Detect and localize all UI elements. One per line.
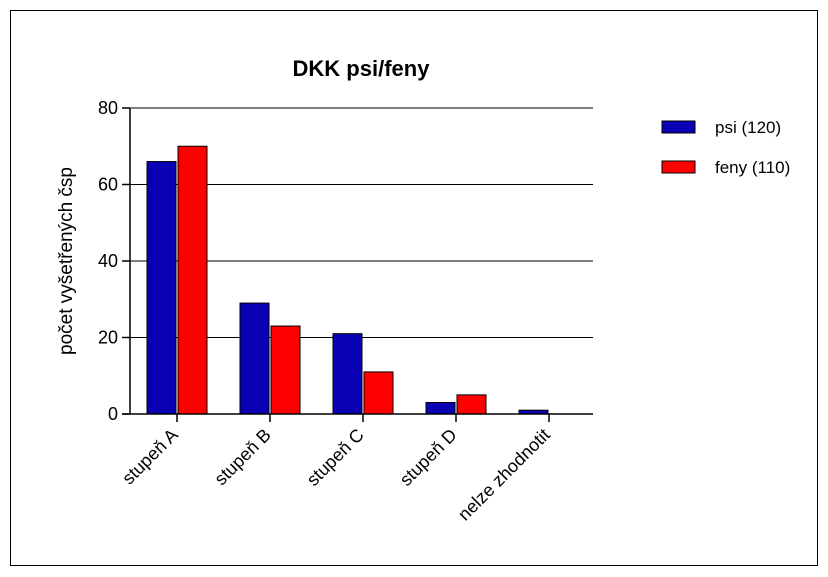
bar-psi-1: [239, 302, 270, 415]
y-tick-label: 80: [98, 98, 118, 118]
y-axis-label: počet vyšetřených čsp: [56, 167, 77, 355]
chart-frame: [10, 10, 818, 566]
y-tick-label: 40: [98, 251, 118, 271]
legend-label-psi: psi (120): [715, 118, 781, 137]
legend-swatch-feny: [661, 160, 696, 174]
y-tick-label: 20: [98, 328, 118, 348]
chart-title: DKK psi/feny: [293, 56, 431, 81]
legend-swatch-psi: [661, 120, 696, 134]
legend: psi (120) feny (110): [661, 118, 790, 177]
y-tick-label: 0: [108, 404, 118, 424]
x-tick-label: nelze zhodnotit: [454, 425, 554, 525]
x-tick-label: stupeň B: [210, 425, 274, 489]
bar-psi-3: [425, 402, 456, 415]
bar-feny-0: [177, 145, 208, 415]
bar-psi-2: [332, 333, 363, 415]
bar-feny-1: [270, 325, 301, 415]
bar-feny-2: [363, 371, 394, 415]
bar-feny-3: [456, 394, 487, 415]
x-tick-label: stupeň C: [303, 425, 368, 490]
y-tick-label: 60: [98, 175, 118, 195]
bars: [146, 145, 549, 415]
y-ticks: 0 20 40 60 80: [98, 98, 130, 424]
x-tick-label: stupeň A: [118, 425, 182, 489]
legend-label-feny: feny (110): [715, 158, 790, 177]
x-tick-label: stupeň D: [396, 425, 461, 490]
bar-psi-0: [146, 161, 177, 415]
